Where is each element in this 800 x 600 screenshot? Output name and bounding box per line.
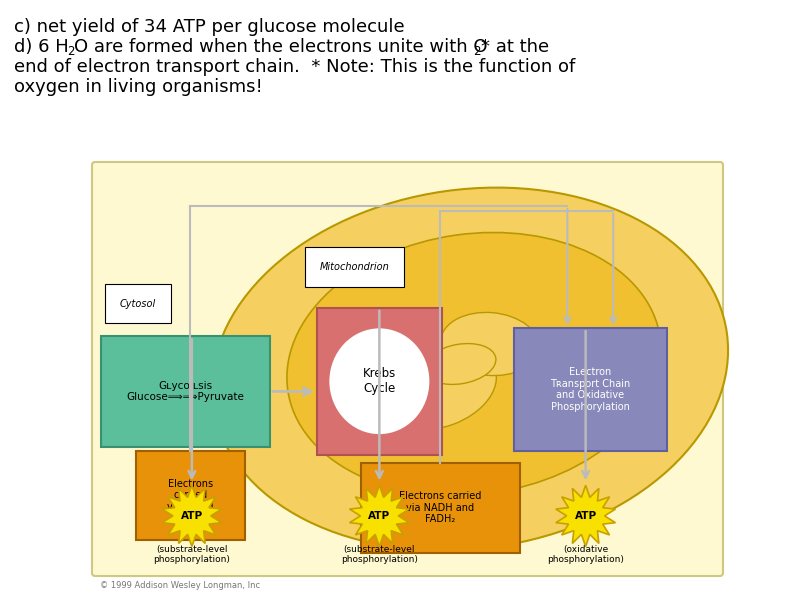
Text: Mitochondrion: Mitochondrion bbox=[320, 262, 390, 272]
Polygon shape bbox=[556, 485, 615, 547]
Text: Cytosol: Cytosol bbox=[120, 299, 156, 309]
FancyBboxPatch shape bbox=[317, 308, 442, 455]
Text: (substrate-level
phosphorylation): (substrate-level phosphorylation) bbox=[341, 545, 418, 565]
Text: end of electron transport chain.  * Note: This is the function of: end of electron transport chain. * Note:… bbox=[14, 58, 575, 76]
Ellipse shape bbox=[424, 344, 496, 385]
FancyBboxPatch shape bbox=[514, 328, 667, 451]
Ellipse shape bbox=[212, 188, 728, 550]
Text: oxygen in living organisms!: oxygen in living organisms! bbox=[14, 79, 262, 97]
Text: * at the: * at the bbox=[481, 38, 549, 56]
FancyBboxPatch shape bbox=[136, 451, 245, 541]
Text: © 1999 Addison Wesley Longman, Inc: © 1999 Addison Wesley Longman, Inc bbox=[100, 581, 260, 590]
Text: 2: 2 bbox=[66, 45, 74, 58]
Ellipse shape bbox=[287, 232, 661, 496]
Text: ATP: ATP bbox=[574, 511, 597, 521]
Ellipse shape bbox=[330, 328, 430, 434]
Text: Electrons
carried
via NADH: Electrons carried via NADH bbox=[167, 479, 214, 512]
Text: Krebs
Cycle: Krebs Cycle bbox=[362, 367, 396, 395]
Text: O are formed when the electrons unite with O: O are formed when the electrons unite wi… bbox=[74, 38, 488, 56]
Polygon shape bbox=[350, 485, 410, 547]
Text: d) 6 H: d) 6 H bbox=[14, 38, 69, 56]
Text: c) net yield of 34 ATP per glucose molecule: c) net yield of 34 ATP per glucose molec… bbox=[14, 18, 405, 36]
FancyBboxPatch shape bbox=[361, 463, 520, 553]
Text: Electrons carried
via NADH and
FADH₂: Electrons carried via NADH and FADH₂ bbox=[399, 491, 482, 524]
Ellipse shape bbox=[384, 349, 496, 430]
Polygon shape bbox=[162, 485, 222, 547]
Text: Gʟycolʟsis
Glucose⟹⟹Pyruvate: Gʟycolʟsis Glucose⟹⟹Pyruvate bbox=[126, 380, 245, 402]
Text: 2: 2 bbox=[473, 45, 480, 58]
Ellipse shape bbox=[441, 313, 539, 376]
Text: (substrate-level
phosphorylation): (substrate-level phosphorylation) bbox=[154, 545, 230, 565]
Text: (oxidative
phosphorylation): (oxidative phosphorylation) bbox=[547, 545, 624, 565]
FancyBboxPatch shape bbox=[102, 337, 270, 446]
FancyBboxPatch shape bbox=[92, 162, 723, 576]
Text: ATP: ATP bbox=[181, 511, 203, 521]
Text: ATP: ATP bbox=[368, 511, 390, 521]
Text: Eʟectron
Tʀansport Chain
and Oxidative
Phosphorylation: Eʟectron Tʀansport Chain and Oxidative P… bbox=[550, 367, 630, 412]
